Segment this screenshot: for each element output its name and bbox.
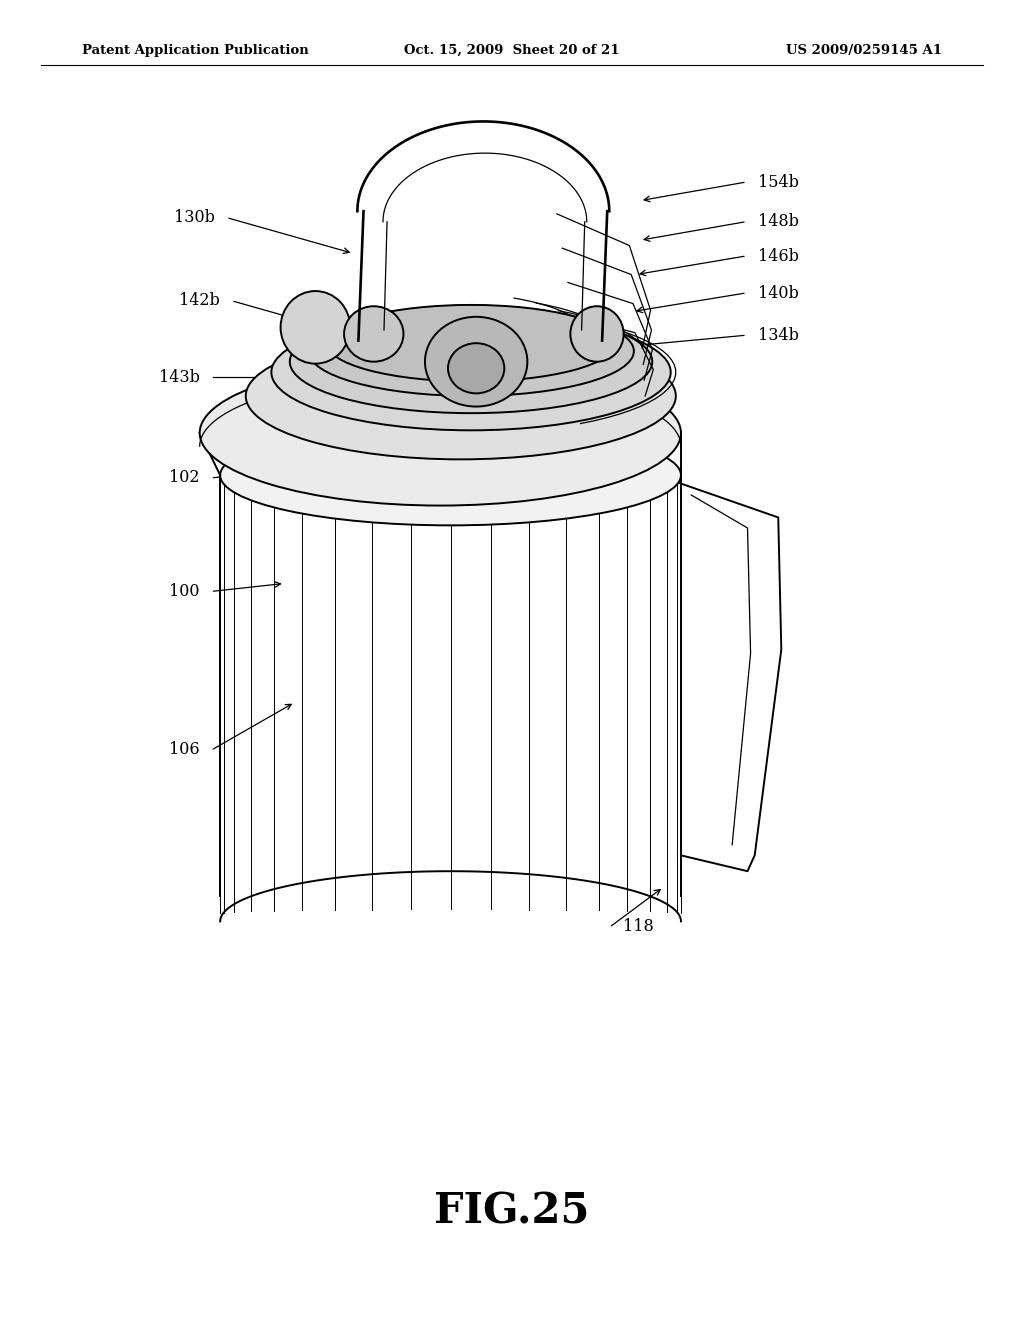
Text: US 2009/0259145 A1: US 2009/0259145 A1 <box>786 44 942 57</box>
Text: Patent Application Publication: Patent Application Publication <box>82 44 308 57</box>
Text: 100: 100 <box>169 583 200 599</box>
Text: 148b: 148b <box>758 214 799 230</box>
Ellipse shape <box>425 317 527 407</box>
Text: 154b: 154b <box>758 174 799 190</box>
Ellipse shape <box>308 306 634 396</box>
Text: 143b: 143b <box>159 370 200 385</box>
Text: 134b: 134b <box>758 327 799 343</box>
Text: 146b: 146b <box>758 248 799 264</box>
Text: 140b: 140b <box>758 285 799 301</box>
Text: 118: 118 <box>623 919 653 935</box>
Text: 102: 102 <box>169 470 200 486</box>
Text: 142b: 142b <box>179 293 220 309</box>
Text: Oct. 15, 2009  Sheet 20 of 21: Oct. 15, 2009 Sheet 20 of 21 <box>404 44 620 57</box>
Ellipse shape <box>449 343 505 393</box>
Ellipse shape <box>570 306 624 362</box>
Text: FIG.25: FIG.25 <box>434 1191 590 1233</box>
Ellipse shape <box>281 290 350 363</box>
Ellipse shape <box>327 305 615 381</box>
Ellipse shape <box>344 306 403 362</box>
Ellipse shape <box>290 310 652 413</box>
Ellipse shape <box>220 425 681 525</box>
Ellipse shape <box>200 360 681 506</box>
Ellipse shape <box>271 314 671 430</box>
Text: 106: 106 <box>169 742 200 758</box>
Ellipse shape <box>246 333 676 459</box>
Text: 130b: 130b <box>174 210 215 226</box>
